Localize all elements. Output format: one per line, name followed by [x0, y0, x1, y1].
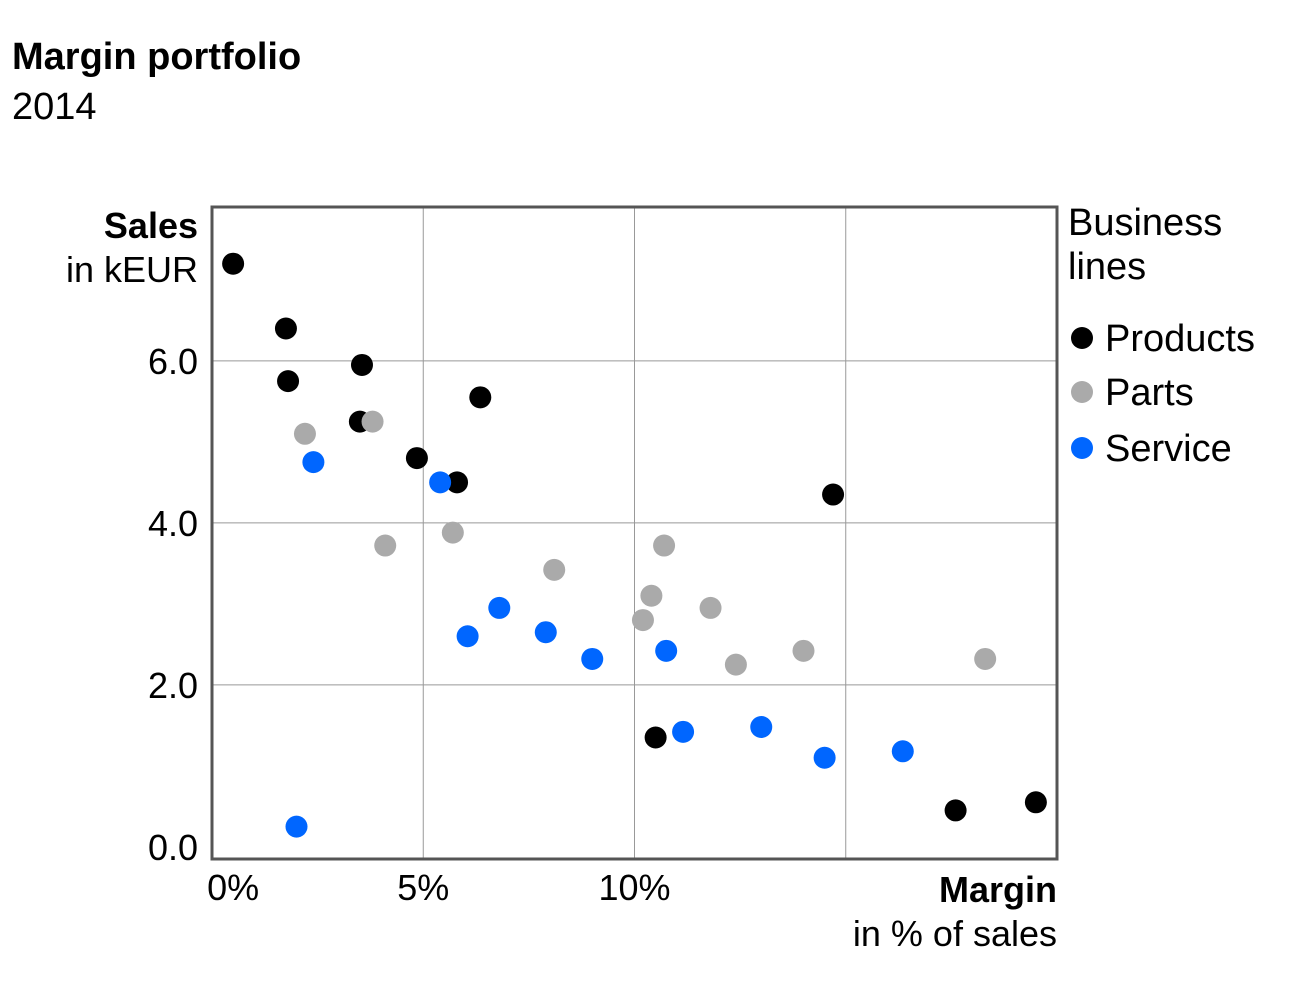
chart-title: Margin portfolio [12, 36, 302, 78]
point-service-10 [891, 740, 914, 763]
point-parts-9 [724, 653, 747, 676]
y-axis-unit: in kEUR [66, 249, 198, 290]
legend-label-products: Products [1105, 318, 1255, 360]
point-service-9 [813, 746, 836, 769]
point-parts-2 [374, 534, 397, 557]
point-parts-1 [361, 410, 384, 433]
plot-frame [210, 205, 1059, 861]
point-service-3 [456, 625, 479, 648]
series-service [285, 451, 914, 838]
point-parts-11 [974, 647, 997, 670]
point-products-8 [822, 483, 845, 506]
point-products-6 [405, 447, 428, 470]
point-service-6 [655, 639, 678, 662]
legend-label-service: Service [1105, 428, 1232, 470]
point-service-4 [534, 621, 557, 644]
point-products-0 [222, 252, 245, 275]
point-products-2 [277, 370, 300, 393]
point-parts-6 [640, 584, 663, 607]
point-products-9 [644, 726, 667, 749]
legend-title-line-2: lines [1068, 246, 1146, 288]
point-parts-5 [653, 534, 676, 557]
point-products-10 [944, 799, 967, 822]
point-products-1 [274, 317, 297, 340]
point-products-11 [1024, 791, 1047, 814]
point-products-7 [446, 471, 469, 494]
legend-marker-parts [1071, 381, 1093, 403]
legend: Business lines Products Parts Service [1068, 202, 1255, 470]
y-tick-label-0: 0.0 [148, 827, 198, 868]
point-parts-10 [792, 639, 815, 662]
x-axis-unit: in % of sales [853, 913, 1057, 954]
y-axis-label: Sales [104, 205, 198, 246]
legend-marker-products [1071, 327, 1093, 349]
series-products [222, 252, 1047, 822]
legend-label-parts: Parts [1105, 372, 1194, 414]
x-tick-label-1: 5% [397, 867, 449, 908]
y-tick-label-1: 2.0 [148, 665, 198, 706]
y-tick-label-3: 6.0 [148, 341, 198, 382]
point-parts-8 [699, 596, 722, 619]
x-tick-labels: 0% 5% 10% [207, 867, 670, 908]
x-axis-label: Margin [939, 869, 1057, 910]
point-products-5 [469, 386, 492, 409]
point-parts-4 [543, 558, 566, 581]
chart-subtitle: 2014 [12, 86, 97, 128]
point-service-8 [750, 715, 773, 738]
point-parts-3 [441, 521, 464, 544]
legend-title: Business [1068, 202, 1222, 244]
series-parts [293, 410, 997, 676]
y-tick-label-2: 4.0 [148, 503, 198, 544]
point-service-11 [285, 815, 308, 838]
point-parts-7 [631, 609, 654, 632]
point-service-1 [429, 471, 452, 494]
x-tick-label-2: 10% [598, 867, 670, 908]
y-tick-labels: 0.0 2.0 4.0 6.0 [148, 341, 198, 868]
point-service-2 [488, 596, 511, 619]
x-tick-label-0: 0% [207, 867, 259, 908]
grid-lines [212, 207, 1057, 859]
point-products-3 [350, 353, 373, 376]
point-service-5 [581, 647, 604, 670]
legend-marker-service [1071, 437, 1093, 459]
point-parts-0 [293, 422, 316, 445]
point-service-0 [302, 451, 325, 474]
point-service-7 [672, 720, 695, 743]
data-points [222, 252, 1047, 838]
